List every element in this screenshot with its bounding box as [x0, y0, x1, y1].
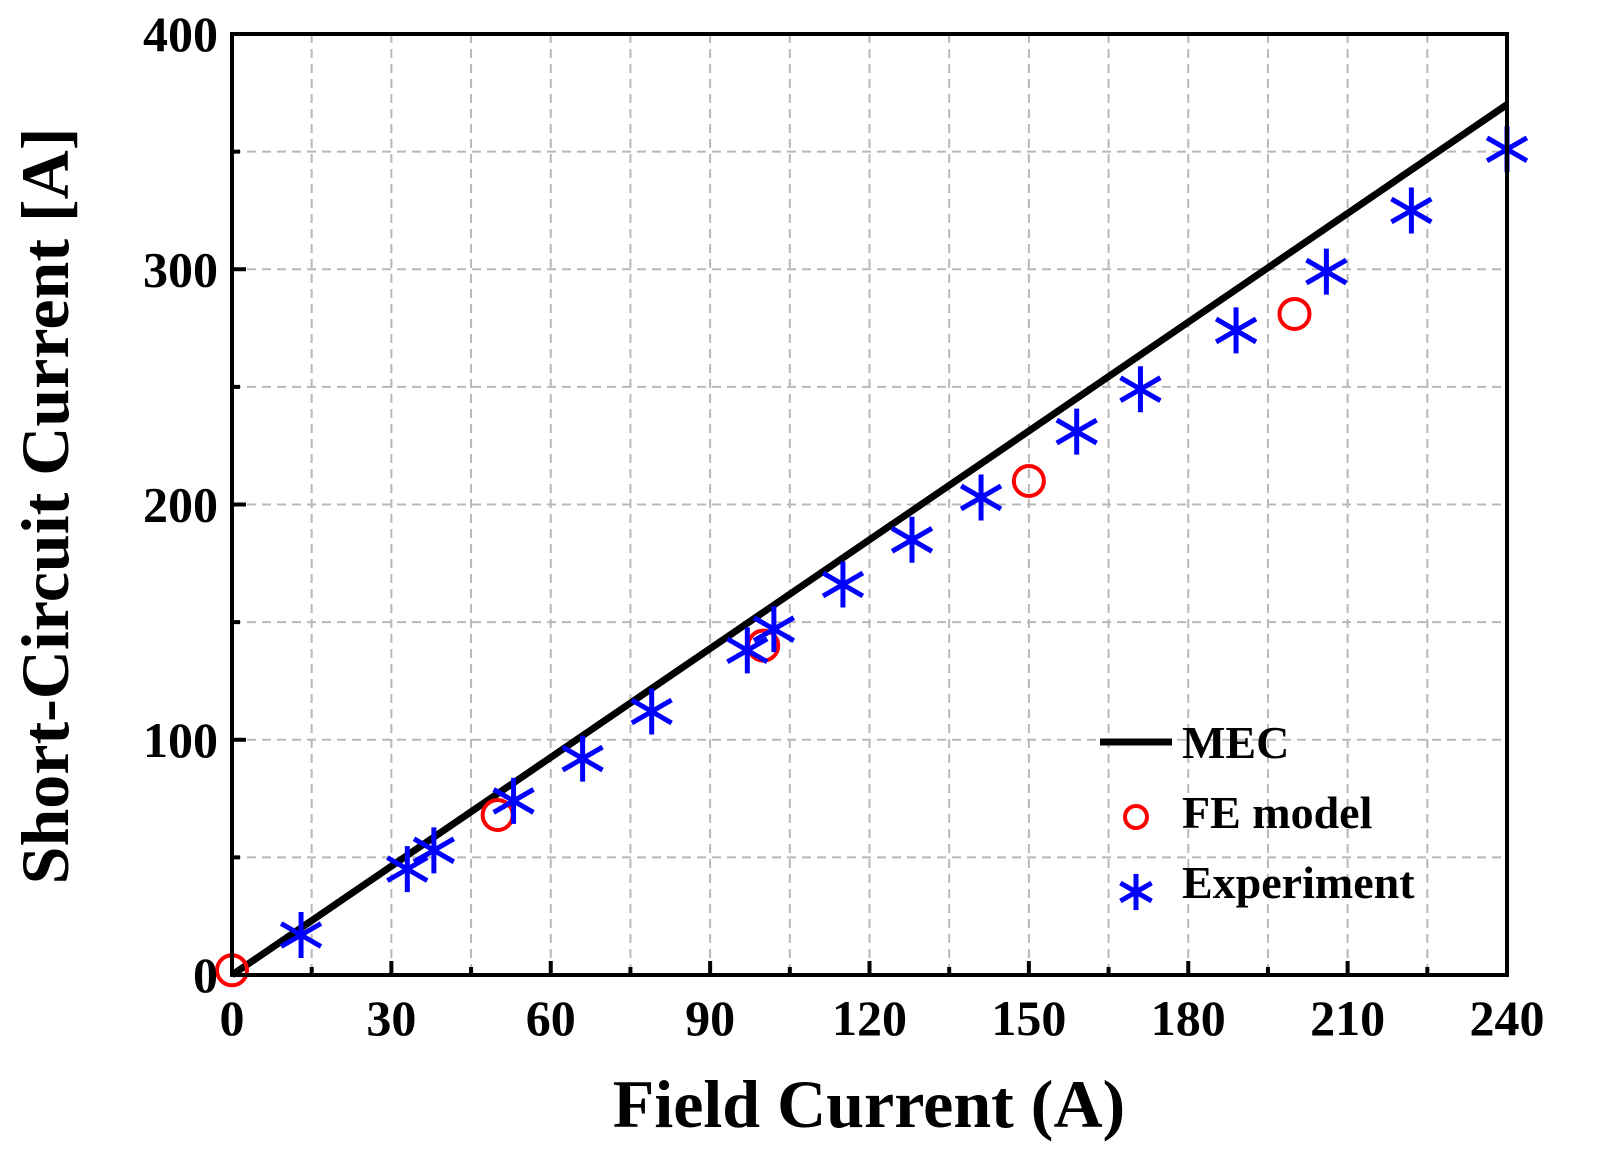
series-layer	[215, 101, 1529, 988]
y-tick-label: 200	[143, 477, 218, 533]
x-tick-label: 180	[1151, 990, 1226, 1046]
point-experiment	[386, 846, 429, 893]
point-fe-model	[1277, 296, 1312, 331]
point-experiment	[821, 561, 865, 608]
y-tick-label: 100	[143, 712, 218, 768]
legend-label-fe-model: FE model	[1182, 787, 1372, 838]
point-experiment	[561, 735, 604, 782]
point-experiment	[726, 627, 769, 674]
point-experiment	[1390, 187, 1433, 234]
point-experiment	[1214, 307, 1258, 354]
x-tick-label: 120	[832, 990, 907, 1046]
point-experiment	[752, 606, 796, 653]
y-tick-label: 0	[193, 947, 218, 1003]
x-tick-label: 0	[220, 990, 245, 1046]
point-fe-model	[1011, 463, 1046, 498]
legend-label-experiment: Experiment	[1182, 857, 1415, 908]
series-line-mec	[230, 101, 1509, 978]
tick-layer: 0 30 60 90 120 150 180 210 240 0 100 200 300 400	[143, 6, 1545, 1046]
legend-label-mec: MEC	[1182, 717, 1289, 768]
grid-layer	[232, 34, 1507, 975]
y-tick-label: 300	[143, 241, 218, 297]
point-experiment	[959, 474, 1003, 521]
legend: MEC FE model Experiment	[1100, 717, 1415, 910]
point-experiment	[412, 827, 456, 874]
x-tick-label: 60	[526, 990, 576, 1046]
point-experiment	[1305, 248, 1348, 295]
legend-swatch-fe-model	[1123, 804, 1149, 830]
point-experiment	[1119, 366, 1162, 413]
x-axis-title: Field Current (A)	[613, 1066, 1125, 1142]
legend-swatch-experiment	[1119, 874, 1153, 910]
point-experiment	[890, 516, 934, 563]
point-experiment	[1055, 408, 1098, 455]
x-tick-label: 210	[1310, 990, 1385, 1046]
x-tick-label: 240	[1470, 990, 1545, 1046]
x-tick-label: 30	[366, 990, 416, 1046]
y-tick-label: 400	[143, 6, 218, 62]
x-tick-label: 150	[991, 990, 1066, 1046]
y-axis-title: Short-Circuit Current [A]	[7, 128, 83, 885]
point-experiment	[279, 912, 323, 959]
x-tick-label: 90	[685, 990, 735, 1046]
point-experiment	[630, 688, 673, 735]
point-experiment	[492, 777, 535, 824]
